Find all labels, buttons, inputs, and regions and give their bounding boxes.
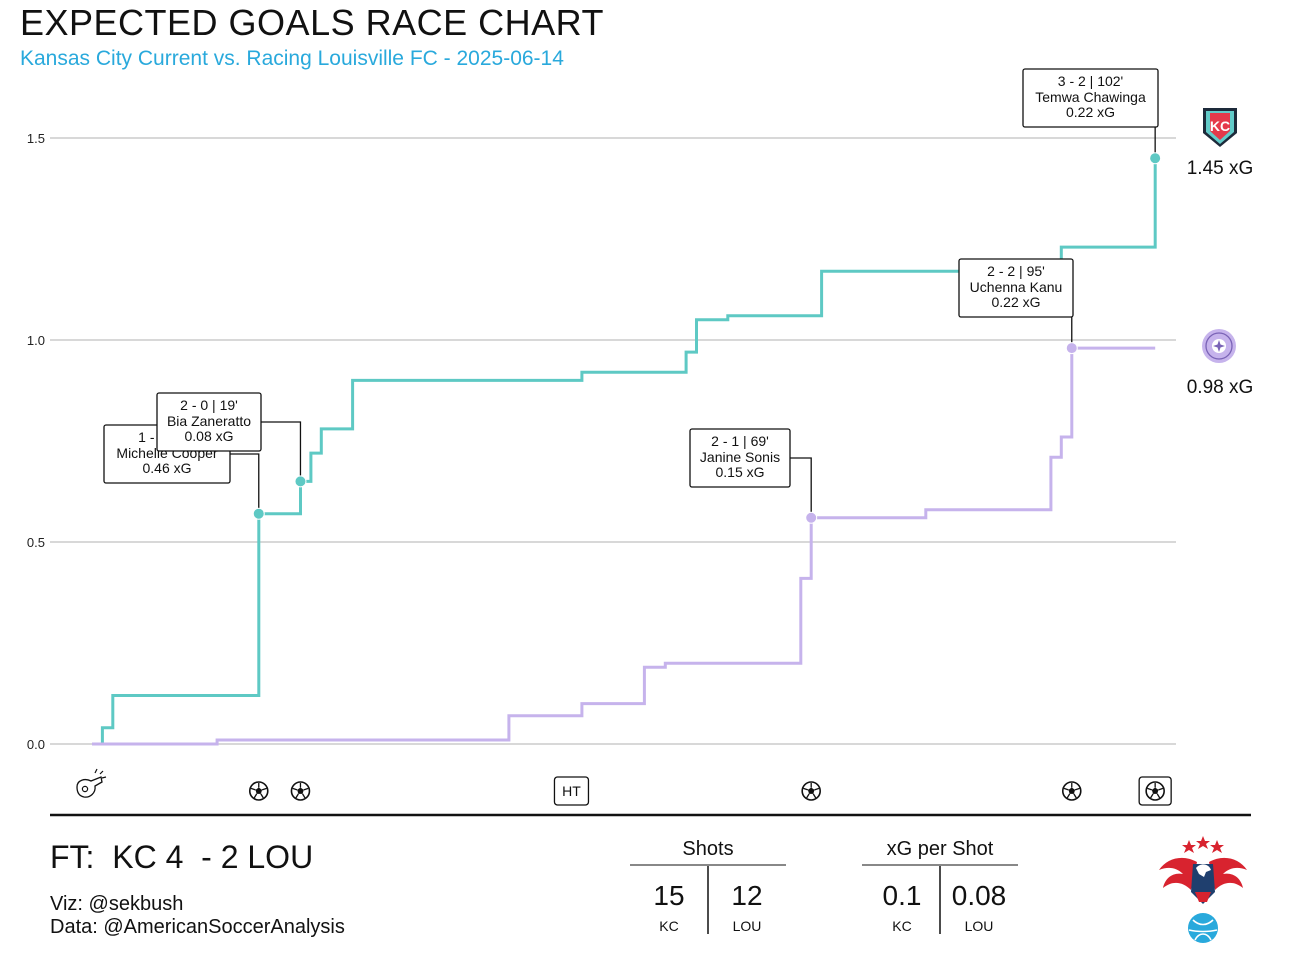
ball-seams (1147, 783, 1164, 799)
ball-patch (1068, 787, 1076, 794)
whistle-body (76, 776, 103, 798)
soccer-ball-icon (1061, 781, 1082, 801)
ball-patch (1151, 787, 1159, 794)
goal-shot-xg: 0.22 xG (1066, 104, 1115, 120)
goal-annotation-box (958, 258, 1074, 318)
goal-score-minute: 2 - 1 | 69' (711, 433, 769, 449)
goal-shot-xg: 0.15 xG (715, 464, 764, 480)
annotation-leader (261, 421, 302, 482)
ball-seams (250, 783, 267, 799)
ball-patch (255, 787, 263, 794)
y-tick-label: 0.0 (27, 737, 45, 752)
xg-per-shot-lou-value: 0.08 (952, 880, 1007, 911)
halftime-marker (553, 776, 590, 806)
kc-crest-text: KC (1210, 118, 1230, 134)
grid-layer: 0.0 0.5 1.0 1.5 (27, 131, 1176, 752)
shots-kc-value: 15 (653, 880, 684, 911)
page-title: EXPECTED GOALS RACE CHART (20, 2, 604, 43)
final-score: FT: KC 4 - 2 LOU (50, 839, 313, 875)
goal-score-minute: 2 - 2 | 95' (987, 263, 1045, 279)
shots-kc-label: KC (659, 918, 678, 934)
goal-shot-xg: 0.08 xG (184, 428, 233, 444)
soccer-ball-icon (1138, 776, 1172, 806)
goal-point (805, 511, 818, 524)
timeline-layer: HT (76, 768, 1172, 806)
goal-scorer: Janine Sonis (700, 449, 780, 465)
series-layer: 1.45 xG 0.98 xG (92, 158, 1254, 746)
soccer-ball-icon (248, 781, 269, 801)
ball-seams (292, 783, 309, 799)
whistle-hole (81, 785, 89, 793)
ball-seams (1063, 783, 1080, 799)
goal-scorer: Uchenna Kanu (970, 279, 1063, 295)
xg-per-shot-title: xG per Shot (887, 838, 994, 860)
halftime-label: HT (562, 783, 581, 799)
goal-scorer: Bia Zaneratto (167, 413, 251, 429)
series-line-kc (92, 158, 1157, 746)
page-subtitle: Kansas City Current vs. Racing Louisvill… (20, 47, 564, 70)
goal-point (1149, 152, 1162, 165)
whistle-sound (94, 768, 107, 779)
louisville-crest-icon (1202, 329, 1236, 363)
goal-point (1065, 342, 1078, 355)
goal-annotation-box (689, 428, 791, 488)
soccer-ball-icon (801, 781, 821, 801)
shots-title: Shots (682, 838, 733, 860)
xg-per-shot-kc-label: KC (892, 918, 911, 934)
goal-annotation-box (156, 392, 262, 452)
y-tick-label: 1.5 (27, 131, 45, 146)
whistle-icon (76, 768, 107, 798)
viz-credit: Viz: @sekbush (50, 893, 183, 915)
goal-score-minute: 2 - 0 | 19' (180, 397, 238, 413)
eagle-soccer-logo-icon (1159, 836, 1247, 943)
annotation-leader (790, 457, 812, 518)
goal-score-minute: 3 - 2 | 102' (1058, 73, 1123, 89)
goal-scorer: Temwa Chawinga (1035, 89, 1146, 105)
end-label-lou: 0.98 xG (1187, 377, 1254, 398)
xg-per-shot-stat-block: xG per Shot 0.1 0.08 KC LOU (862, 838, 1018, 934)
series-line-lou (92, 346, 1156, 746)
goal-point (294, 475, 307, 488)
soccer-ball-icon (290, 781, 311, 801)
goal-shot-xg: 0.46 xG (142, 460, 191, 476)
ball-patch (807, 787, 815, 794)
ball-patch (297, 787, 304, 794)
shots-lou-label: LOU (733, 918, 762, 934)
ball-seams (803, 783, 820, 799)
y-tick-label: 1.0 (27, 333, 45, 348)
shots-stat-block: Shots 15 12 KC LOU (630, 838, 786, 934)
goal-point (252, 507, 265, 520)
xg-per-shot-lou-label: LOU (965, 918, 994, 934)
goal-shot-xg: 0.22 xG (991, 294, 1040, 310)
annotation-leader (230, 453, 260, 514)
kc-crest-icon: KC (1203, 108, 1237, 147)
y-tick-label: 0.5 (27, 535, 45, 550)
data-credit: Data: @AmericanSoccerAnalysis (50, 916, 345, 938)
end-label-kc: 1.45 xG (1187, 158, 1254, 179)
xg-per-shot-kc-value: 0.1 (883, 880, 922, 911)
shots-lou-value: 12 (731, 880, 762, 911)
goal-annotation-box (1022, 68, 1159, 128)
